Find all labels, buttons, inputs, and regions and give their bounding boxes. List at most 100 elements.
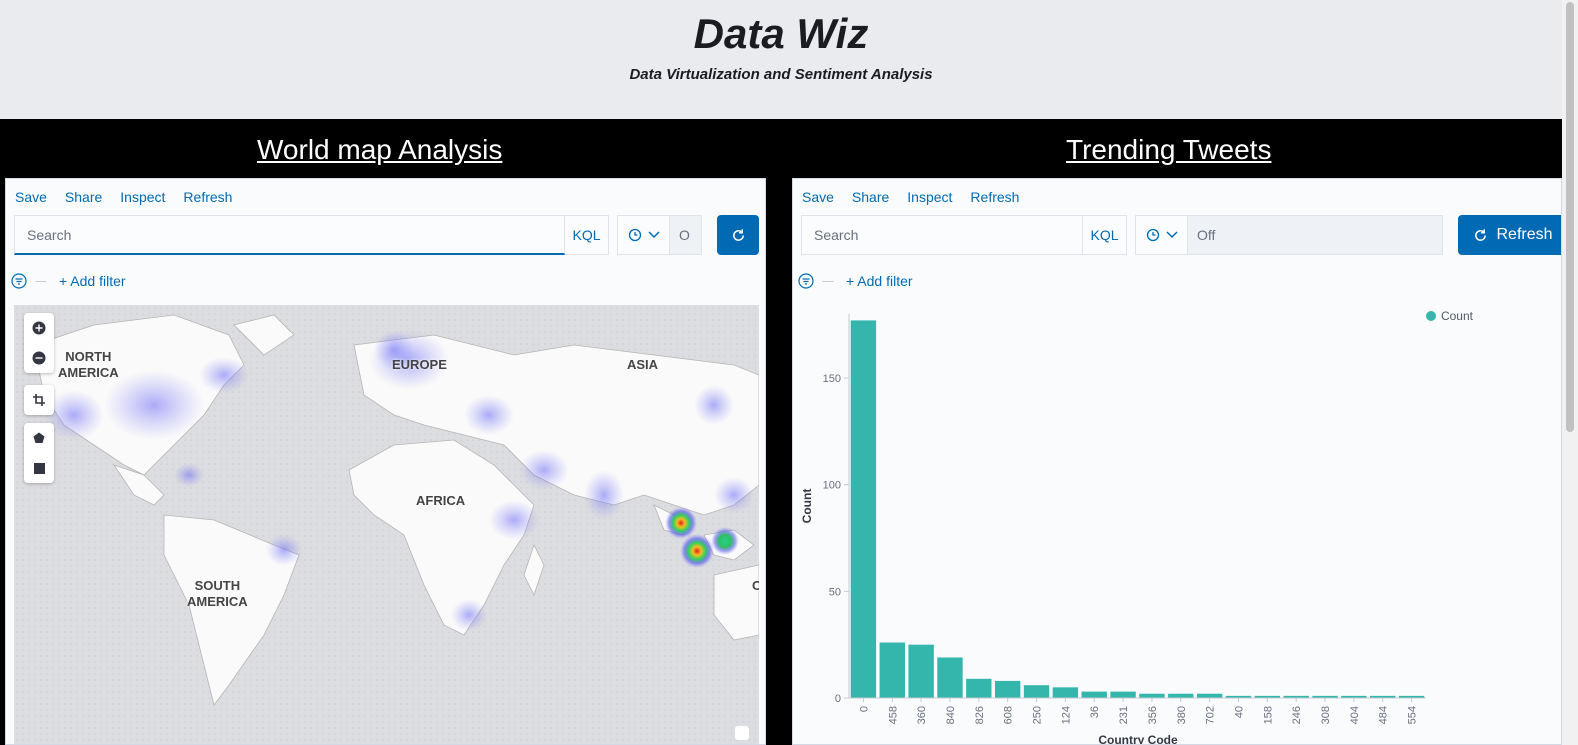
heatmap-layer [44, 330, 754, 631]
inspect-link[interactable]: Inspect [120, 189, 166, 205]
x-tick-label: 826 [974, 706, 986, 724]
legend-label: Count [1440, 309, 1473, 323]
bar-0[interactable] [850, 320, 877, 698]
bar-484[interactable] [1370, 695, 1396, 698]
refresh-button-label: Refresh [1496, 226, 1553, 243]
scrollbar-thumb[interactable] [1566, 2, 1574, 432]
refresh-button[interactable] [717, 215, 759, 255]
bar-840[interactable] [937, 657, 963, 698]
y-tick-label: 150 [823, 373, 841, 385]
map-attribution-toggle[interactable] [735, 726, 749, 740]
refresh-interval-display[interactable]: O [670, 216, 701, 254]
draw-controls [24, 423, 54, 483]
refresh-interval-display[interactable]: Off [1188, 216, 1442, 254]
kql-toggle[interactable]: KQL [565, 215, 609, 255]
kql-toggle[interactable]: KQL [1083, 215, 1127, 255]
quick-select-button[interactable] [618, 216, 670, 254]
bar-826[interactable] [966, 678, 992, 698]
filter-separator: — [822, 274, 834, 288]
y-tick-label: 50 [829, 586, 841, 598]
x-tick-label: 0 [858, 706, 870, 712]
draw-polygon-button[interactable] [24, 423, 54, 453]
x-tick-label: 124 [1060, 706, 1072, 724]
zoom-in-button[interactable] [24, 313, 54, 343]
search-input[interactable]: Search [14, 215, 565, 255]
continents [33, 314, 759, 706]
refresh-button[interactable]: Refresh [1458, 215, 1561, 255]
crop-icon [33, 394, 45, 406]
bar-308[interactable] [1312, 695, 1338, 698]
share-link[interactable]: Share [851, 189, 890, 205]
chart-legend[interactable]: Count [1425, 309, 1473, 323]
x-axis-label: Country Code [1098, 733, 1178, 745]
query-bar: Search KQL O [14, 215, 759, 255]
y-axis-label: Count [800, 489, 814, 524]
save-link[interactable]: Save [802, 189, 834, 205]
date-picker[interactable]: O [617, 215, 702, 255]
map-label-text: NORTH AMERICA [58, 349, 119, 380]
trending-tweets-panel: Save Share Inspect Refresh Search KQL Of… [792, 178, 1562, 745]
x-tick-label: 554 [1407, 706, 1419, 724]
bar-458[interactable] [879, 642, 905, 698]
filter-icon[interactable] [798, 273, 814, 289]
filter-icon[interactable] [11, 273, 27, 289]
quick-select-button[interactable] [1136, 216, 1188, 254]
bar-404[interactable] [1341, 695, 1367, 698]
bar-40[interactable] [1225, 695, 1252, 698]
app-title: Data Wiz [693, 10, 869, 57]
map-canvas[interactable] [14, 305, 759, 745]
bar-554[interactable] [1398, 695, 1425, 698]
y-axis: 0 50 100 150 [823, 314, 850, 705]
bar-250[interactable] [1023, 685, 1050, 698]
bar-36[interactable] [1081, 691, 1107, 698]
x-tick-label: 308 [1320, 706, 1332, 724]
refresh-link[interactable]: Refresh [183, 189, 233, 205]
bar-246[interactable] [1283, 695, 1309, 698]
add-filter-link[interactable]: + Add filter [846, 273, 913, 289]
x-tick-label: 250 [1032, 706, 1044, 724]
draw-rectangle-button[interactable] [24, 453, 54, 483]
filter-bar: — + Add filter [11, 273, 126, 289]
x-tick-label: 231 [1118, 706, 1130, 724]
inspect-link[interactable]: Inspect [907, 189, 953, 205]
x-tick-label: 380 [1176, 706, 1188, 724]
bar-356[interactable] [1139, 693, 1165, 698]
bar-360[interactable] [908, 644, 934, 698]
clock-icon [1146, 228, 1159, 242]
refresh-link[interactable]: Refresh [970, 189, 1020, 205]
save-link[interactable]: Save [15, 189, 47, 205]
search-input[interactable]: Search [801, 215, 1083, 255]
bar-231[interactable] [1110, 691, 1136, 698]
query-bar: Search KQL Off Refresh [801, 215, 1561, 255]
filter-bar: — + Add filter [798, 273, 913, 289]
refresh-icon [732, 228, 744, 241]
country-code-bar-chart: Count Country Code 0 50 100 150 0 458 360 840 8… [800, 314, 1426, 745]
x-tick-label: 246 [1291, 706, 1303, 724]
page-header: Data Wiz Data Virtualization and Sentime… [0, 0, 1562, 119]
share-link[interactable]: Share [64, 189, 103, 205]
bar-124[interactable] [1052, 687, 1079, 698]
x-tick-label: 702 [1205, 706, 1217, 724]
world-map[interactable]: NORTH AMERICA EUROPE ASIA AFRICA SOUTH A… [14, 305, 759, 745]
map-label-europe: EUROPE [392, 357, 447, 372]
zoom-controls [24, 313, 54, 373]
bar-702[interactable] [1196, 693, 1223, 698]
y-tick-label: 100 [823, 480, 841, 492]
zoom-out-button[interactable] [24, 343, 54, 373]
square-icon [33, 462, 45, 474]
refresh-icon [1475, 228, 1487, 241]
bar-158[interactable] [1254, 695, 1281, 698]
bar-380[interactable] [1168, 693, 1194, 698]
panel-menu: Save Share Inspect Refresh [802, 189, 1037, 205]
map-label-north-america: NORTH AMERICA [58, 349, 119, 381]
map-label-text: SOUTH AMERICA [187, 578, 248, 609]
map-label-south-america: SOUTH AMERICA [187, 578, 248, 610]
add-filter-link[interactable]: + Add filter [59, 273, 126, 289]
page-scrollbar[interactable] [1562, 0, 1578, 745]
app-subtitle: Data Virtualization and Sentiment Analys… [629, 66, 933, 83]
bar-608[interactable] [994, 680, 1021, 698]
world-map-panel: Save Share Inspect Refresh Search KQL O … [5, 178, 766, 745]
x-axis: 0 458 360 840 826 608 250 124 36 231 356 380 702 40 15… [849, 697, 1426, 724]
fit-bounds-button[interactable] [24, 385, 54, 415]
date-picker[interactable]: Off [1135, 215, 1443, 255]
